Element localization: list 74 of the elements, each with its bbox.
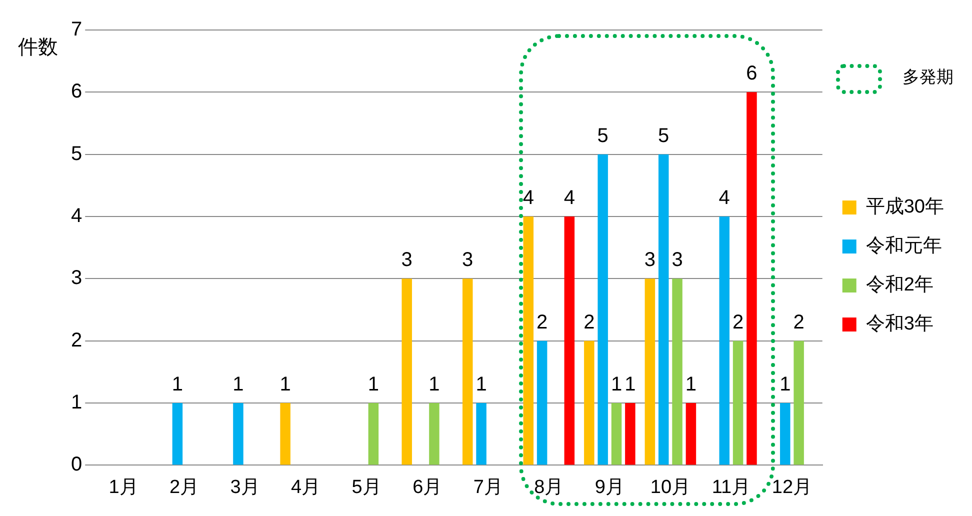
y-tick-label: 5	[71, 142, 82, 165]
x-tick-label: 11月	[712, 476, 751, 498]
bar	[611, 403, 622, 465]
x-tick-label: 8月	[534, 476, 564, 498]
bar	[536, 340, 548, 465]
data-label: 1	[172, 374, 184, 396]
y-tick-label: 3	[71, 267, 82, 290]
data-label: 2	[584, 311, 595, 334]
bar	[172, 403, 183, 465]
bar	[402, 278, 412, 465]
legend-label: 令和2年	[866, 274, 934, 296]
data-label: 1	[428, 374, 440, 396]
y-tick-label: 6	[71, 80, 82, 103]
data-label: 4	[718, 187, 730, 210]
data-label: 6	[746, 62, 758, 85]
bar	[625, 403, 636, 465]
bar	[280, 403, 290, 465]
data-label: 4	[522, 187, 534, 210]
data-label: 1	[280, 374, 291, 396]
data-label: 3	[644, 249, 656, 272]
bar	[476, 403, 486, 465]
bar	[564, 216, 575, 465]
y-tick-label: 2	[71, 329, 82, 352]
x-tick-label: 1月	[108, 476, 138, 498]
bar	[598, 154, 608, 465]
y-tick-label: 0	[71, 454, 82, 476]
data-label: 3	[462, 249, 474, 272]
bar	[233, 403, 244, 465]
y-tick-label: 4	[71, 205, 82, 228]
x-tick-label: 7月	[473, 476, 503, 498]
data-label: 1	[476, 374, 487, 396]
bar	[429, 403, 440, 465]
data-label: 1	[624, 374, 636, 396]
bar	[732, 340, 744, 465]
data-label: 2	[732, 311, 744, 334]
legend-label: 令和元年	[866, 236, 942, 257]
data-label: 5	[597, 124, 608, 147]
x-tick-label: 12月	[772, 476, 812, 498]
x-tick-label: 6月	[412, 476, 442, 498]
data-label: 5	[658, 124, 670, 147]
x-tick-label: 2月	[169, 476, 200, 498]
y-tick-label: 7	[71, 18, 82, 41]
data-label: 1	[368, 374, 379, 396]
legend-label: 平成30年	[866, 196, 944, 218]
x-tick-label: 5月	[352, 476, 382, 498]
legend-label: 令和3年	[866, 314, 934, 335]
bar	[719, 216, 730, 465]
x-tick-label: 9月	[594, 476, 624, 498]
data-label: 4	[564, 187, 575, 210]
data-label: 2	[536, 311, 548, 334]
data-label: 1	[685, 374, 697, 396]
data-label: 3	[401, 249, 412, 272]
text: 多発期	[902, 68, 954, 87]
bar	[523, 216, 534, 465]
bar	[780, 403, 790, 465]
bar	[746, 92, 757, 465]
data-label: 3	[672, 249, 683, 272]
data-label: 2	[793, 311, 804, 334]
data-label: 1	[780, 374, 791, 396]
y-tick-label: 1	[71, 392, 82, 414]
data-label: 1	[610, 374, 622, 396]
bar	[672, 278, 682, 465]
bar	[794, 340, 804, 465]
bar	[462, 278, 473, 465]
data-label: 1	[232, 374, 244, 396]
y-axis-title: 件数	[18, 36, 58, 59]
bar	[658, 154, 669, 465]
bar	[686, 403, 696, 465]
x-tick-label: 4月	[291, 476, 321, 498]
x-tick-label: 10月	[650, 476, 691, 498]
bar	[584, 340, 594, 465]
bar	[368, 403, 379, 465]
x-tick-label: 3月	[230, 476, 260, 498]
bar	[644, 278, 656, 465]
